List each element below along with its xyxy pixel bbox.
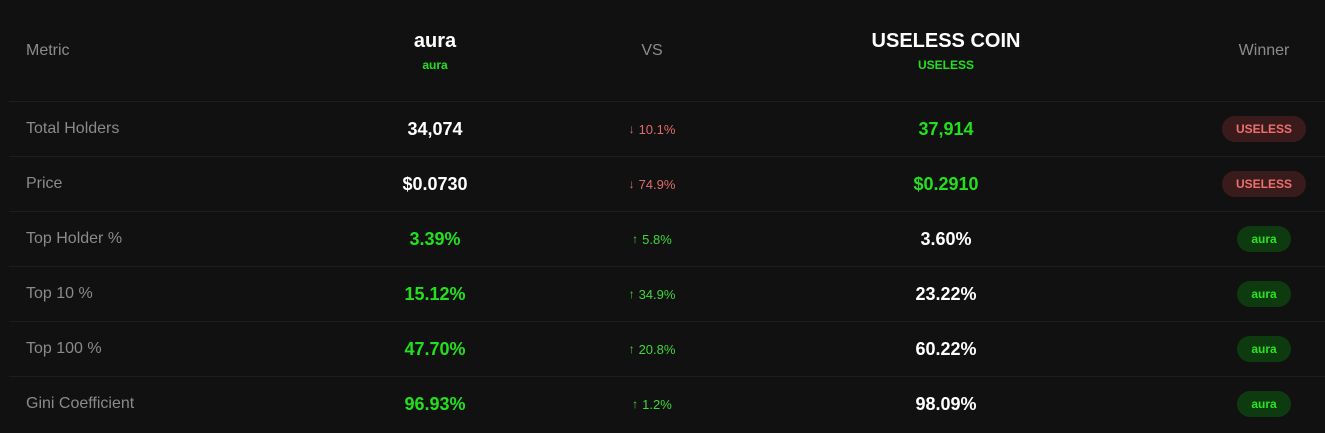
token-a-value-cell: 96.93% <box>335 377 535 431</box>
diff-value: 34.9% <box>638 286 676 302</box>
vs-label: VS <box>641 41 663 59</box>
token-a-value-cell: 47.70% <box>335 322 535 376</box>
winner-badge: aura <box>1237 281 1291 307</box>
arrow-up-icon: ↑ <box>632 397 639 411</box>
winner-badge: USELESS <box>1221 116 1306 142</box>
metric-label: Top Holder % <box>26 230 123 247</box>
diff-value: 20.8% <box>638 341 676 357</box>
winner-badge: USELESS <box>1221 171 1306 197</box>
token-a-name: aura <box>413 29 457 52</box>
token-a-value-cell: 15.12% <box>335 267 535 321</box>
token-b-value-cell: $0.2910 <box>846 157 1046 211</box>
winner-cell: USELESS <box>1189 102 1325 156</box>
token-a-value: 34,074 <box>407 118 463 139</box>
token-a-symbol: aura <box>422 57 448 72</box>
metric-cell: Top Holder % <box>26 212 286 266</box>
diff-cell: ↑ 20.8% <box>582 322 722 376</box>
token-b-value-cell: 98.09% <box>846 377 1046 431</box>
diff-indicator: ↑ 1.2% <box>632 397 672 412</box>
token-a-header: aura aura <box>335 0 535 101</box>
arrow-down-icon: ↓ <box>628 177 635 191</box>
diff-value: 10.1% <box>638 121 676 137</box>
diff-cell: ↑ 34.9% <box>582 267 722 321</box>
winner-cell: USELESS <box>1189 157 1325 211</box>
table-row: Top Holder % 3.39% ↑ 5.8% 3.60% aura <box>9 212 1325 267</box>
winner-header-label: Winner <box>1238 41 1290 59</box>
token-b-value: $0.2910 <box>913 173 979 194</box>
token-b-value: 3.60% <box>920 228 972 249</box>
token-b-value: 23.22% <box>915 283 977 304</box>
table-row: Top 10 % 15.12% ↑ 34.9% 23.22% aura <box>9 267 1325 322</box>
token-b-name: USELESS COIN <box>871 29 1021 52</box>
metric-cell: Top 100 % <box>26 322 286 376</box>
metric-cell: Total Holders <box>26 102 286 156</box>
metric-label: Gini Coefficient <box>26 395 135 412</box>
arrow-up-icon: ↑ <box>628 342 635 356</box>
token-b-value: 60.22% <box>915 338 977 359</box>
diff-cell: ↓ 10.1% <box>582 102 722 156</box>
winner-cell: aura <box>1189 377 1325 431</box>
diff-value: 1.2% <box>642 396 672 412</box>
metric-label: Top 10 % <box>26 285 93 302</box>
diff-cell: ↑ 5.8% <box>582 212 722 266</box>
token-a-value-cell: 3.39% <box>335 212 535 266</box>
metric-label: Price <box>26 175 63 192</box>
vs-column-header: VS <box>582 0 722 101</box>
table-row: Gini Coefficient 96.93% ↑ 1.2% 98.09% aura <box>9 377 1325 431</box>
token-a-value: 3.39% <box>409 228 461 249</box>
token-b-value-cell: 3.60% <box>846 212 1046 266</box>
token-b-value-cell: 37,914 <box>846 102 1046 156</box>
winner-column-header: Winner <box>1189 0 1325 101</box>
table-row: Top 100 % 47.70% ↑ 20.8% 60.22% aura <box>9 322 1325 377</box>
token-a-value-cell: 34,074 <box>335 102 535 156</box>
winner-cell: aura <box>1189 212 1325 266</box>
token-b-header: USELESS COIN USELESS <box>846 0 1046 101</box>
winner-cell: aura <box>1189 267 1325 321</box>
winner-badge: aura <box>1237 226 1291 252</box>
table-row: Total Holders 34,074 ↓ 10.1% 37,914 USELESS <box>9 102 1325 157</box>
metric-label: Total Holders <box>26 120 120 137</box>
diff-indicator: ↑ 34.9% <box>629 287 676 302</box>
token-b-value: 37,914 <box>918 118 974 139</box>
diff-indicator: ↑ 20.8% <box>629 342 676 357</box>
winner-badge: aura <box>1237 336 1291 362</box>
token-b-symbol: USELESS <box>917 57 974 72</box>
token-a-value: 96.93% <box>404 393 466 414</box>
winner-cell: aura <box>1189 322 1325 376</box>
metric-column-header: Metric <box>26 0 286 101</box>
metric-label: Top 100 % <box>26 340 102 357</box>
diff-cell: ↓ 74.9% <box>582 157 722 211</box>
arrow-up-icon: ↑ <box>628 287 635 301</box>
diff-value: 5.8% <box>642 231 672 247</box>
diff-indicator: ↓ 10.1% <box>629 122 676 137</box>
table-header: Metric aura aura VS USELESS COIN USELESS… <box>9 0 1325 102</box>
token-b-value: 98.09% <box>915 393 977 414</box>
arrow-up-icon: ↑ <box>632 232 639 246</box>
token-a-value: 47.70% <box>404 338 466 359</box>
token-b-value-cell: 60.22% <box>846 322 1046 376</box>
arrow-down-icon: ↓ <box>628 122 635 136</box>
token-b-value-cell: 23.22% <box>846 267 1046 321</box>
metric-cell: Price <box>26 157 286 211</box>
metric-cell: Gini Coefficient <box>26 377 286 431</box>
diff-cell: ↑ 1.2% <box>582 377 722 431</box>
token-a-value-cell: $0.0730 <box>335 157 535 211</box>
winner-badge: aura <box>1237 391 1291 417</box>
metric-cell: Top 10 % <box>26 267 286 321</box>
token-a-value: 15.12% <box>404 283 466 304</box>
token-a-value: $0.0730 <box>402 173 468 194</box>
diff-indicator: ↑ 5.8% <box>632 232 672 247</box>
table-row: Price $0.0730 ↓ 74.9% $0.2910 USELESS <box>9 157 1325 212</box>
diff-value: 74.9% <box>638 176 676 192</box>
diff-indicator: ↓ 74.9% <box>629 177 676 192</box>
metric-header-label: Metric <box>26 41 70 59</box>
